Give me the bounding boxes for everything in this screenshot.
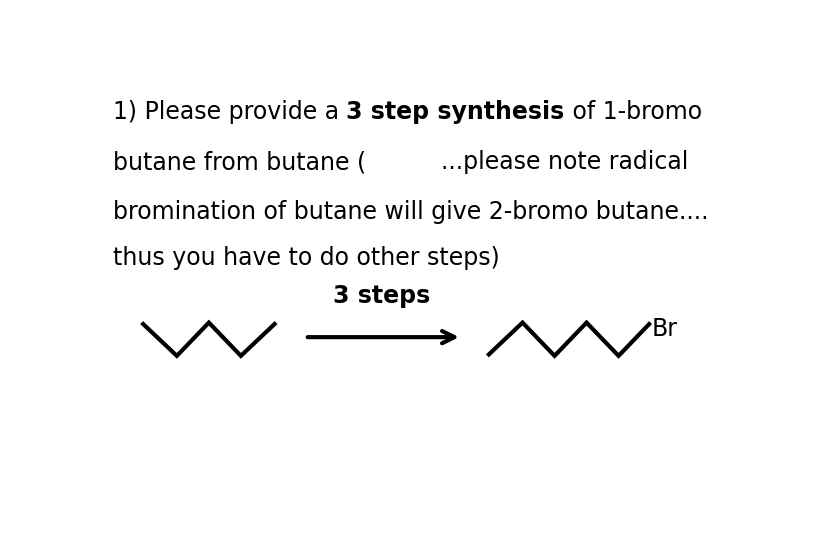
Text: Br: Br: [651, 317, 677, 341]
Text: 3 step synthesis: 3 step synthesis: [346, 100, 565, 124]
Text: 3 steps: 3 steps: [333, 284, 430, 308]
Text: 1) Please provide a: 1) Please provide a: [113, 100, 346, 124]
Text: of 1-bromo: of 1-bromo: [565, 100, 702, 124]
Text: bromination of butane will give 2-bromo butane....: bromination of butane will give 2-bromo …: [113, 200, 709, 224]
Text: ...please note radical: ...please note radical: [441, 150, 688, 174]
Text: thus you have to do other steps): thus you have to do other steps): [113, 246, 500, 269]
Text: butane from butane (: butane from butane (: [113, 150, 441, 174]
